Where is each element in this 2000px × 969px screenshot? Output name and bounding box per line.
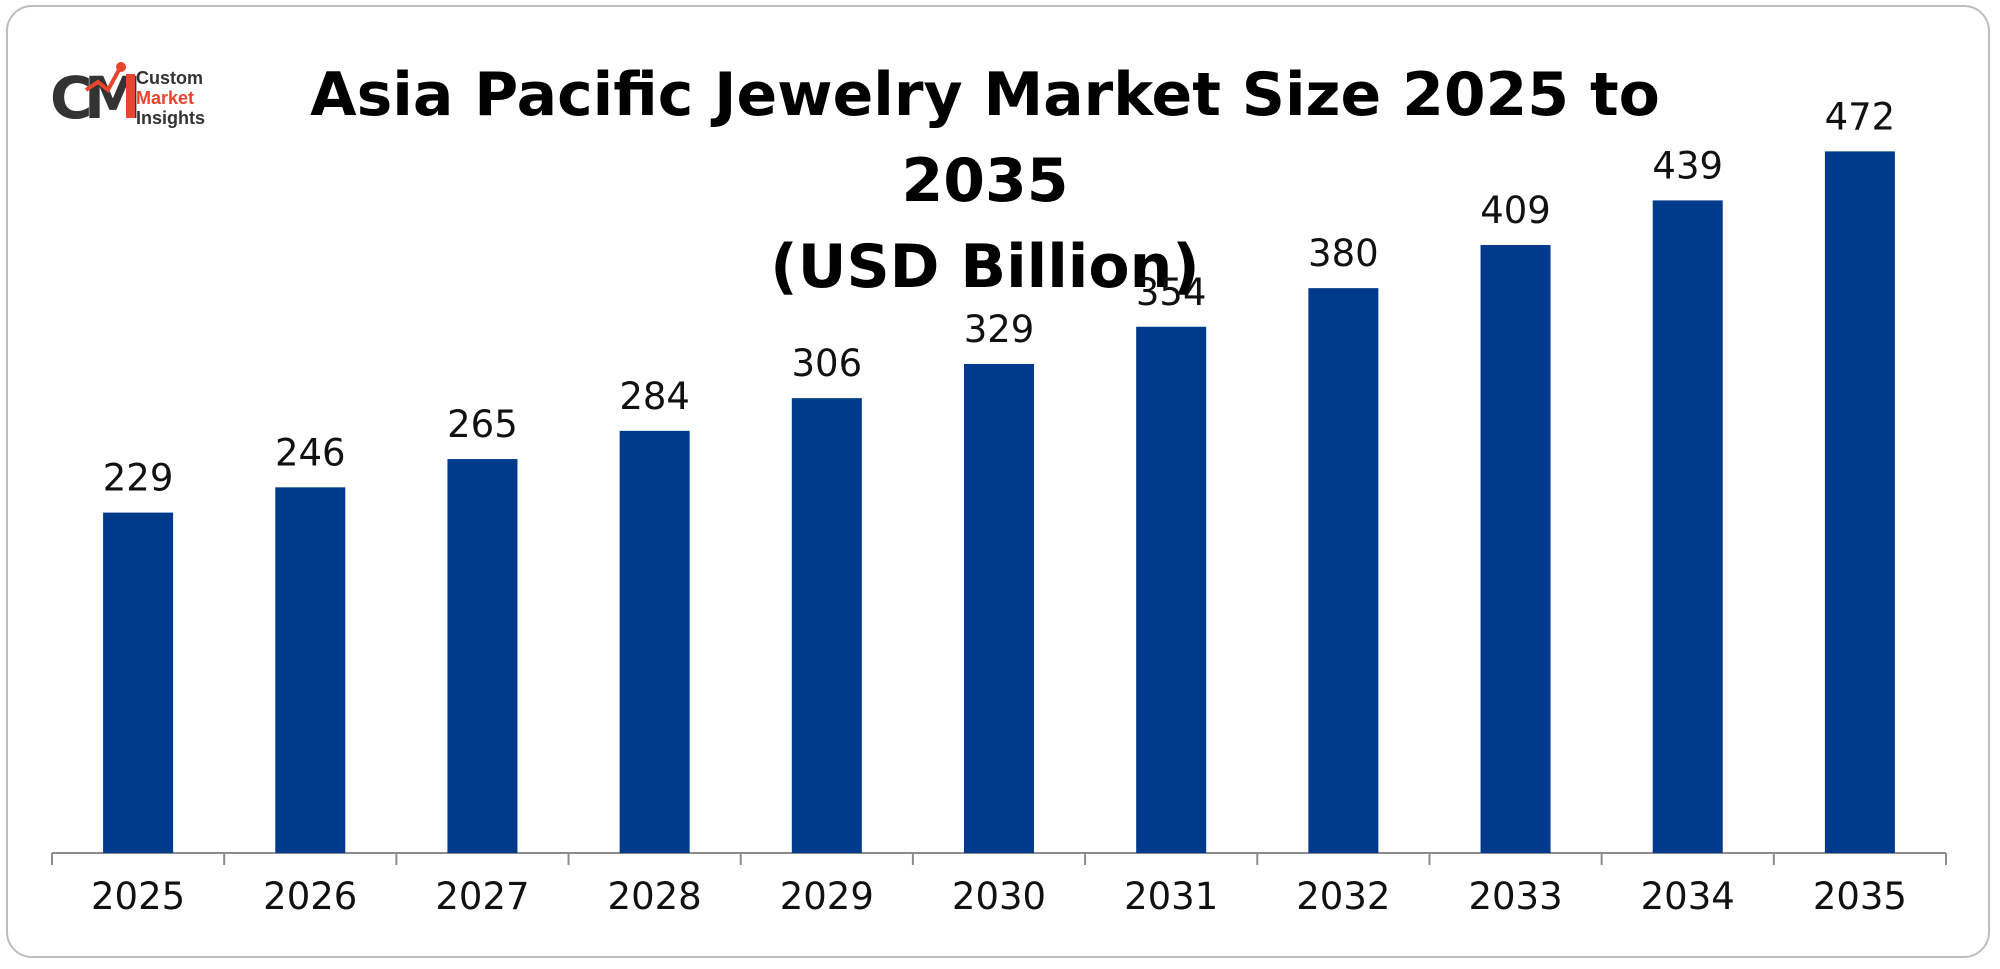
brand-line-2: Market — [136, 88, 195, 108]
x-tick-label-2025: 2025 — [91, 875, 185, 918]
x-tick-label-2030: 2030 — [952, 875, 1046, 918]
brand-logo: C M Custom Market Insights — [50, 60, 230, 140]
x-tick-label-2034: 2034 — [1641, 875, 1735, 918]
x-tick-label-2027: 2027 — [435, 875, 529, 918]
x-tick-label-2026: 2026 — [263, 875, 357, 918]
bar-2030 — [964, 363, 1034, 853]
bar-value-label-2033: 409 — [1480, 189, 1551, 232]
x-tick-label-2028: 2028 — [608, 875, 702, 918]
bar-value-label-2035: 472 — [1825, 95, 1896, 138]
bar-2025 — [103, 512, 174, 853]
bar-2027 — [447, 459, 518, 853]
bar-2032 — [1308, 288, 1379, 853]
bar-value-label-2028: 284 — [619, 375, 690, 418]
svg-text:C: C — [50, 64, 93, 132]
x-tick-label-2033: 2033 — [1468, 875, 1562, 918]
x-tick-label-2032: 2032 — [1296, 875, 1390, 918]
logo-mark-icon: C M — [50, 62, 142, 132]
chart-title: Asia Pacific Jewelry Market Size 2025 to… — [220, 52, 1750, 310]
bar-value-label-2031: 354 — [1136, 271, 1207, 314]
chart-title-line-2: (USD Billion) — [770, 232, 1200, 302]
x-tick-label-2029: 2029 — [780, 875, 874, 918]
bar-2033 — [1480, 245, 1551, 854]
brand-line-3: Insights — [136, 108, 206, 128]
bar-value-label-2027: 265 — [447, 403, 518, 446]
bar-2028 — [619, 430, 690, 853]
bar-2026 — [275, 487, 346, 853]
chart-title-line-1: Asia Pacific Jewelry Market Size 2025 to… — [310, 60, 1660, 216]
bar-2029 — [791, 398, 862, 853]
bar-value-label-2030: 329 — [964, 308, 1035, 351]
bar-value-label-2032: 380 — [1308, 232, 1379, 275]
bar-2035 — [1824, 151, 1895, 853]
x-tick-label-2031: 2031 — [1124, 875, 1218, 918]
x-tick-label-2035: 2035 — [1813, 875, 1907, 918]
brand-name: Custom Market Insights — [136, 68, 205, 128]
bar-value-label-2034: 439 — [1652, 144, 1723, 187]
bar-2031 — [1136, 326, 1207, 853]
bar-2034 — [1652, 200, 1723, 853]
bar-value-label-2029: 306 — [792, 342, 863, 385]
bar-value-label-2025: 229 — [103, 457, 174, 500]
brand-line-1: Custom — [136, 68, 203, 88]
bar-value-label-2026: 246 — [275, 431, 346, 474]
